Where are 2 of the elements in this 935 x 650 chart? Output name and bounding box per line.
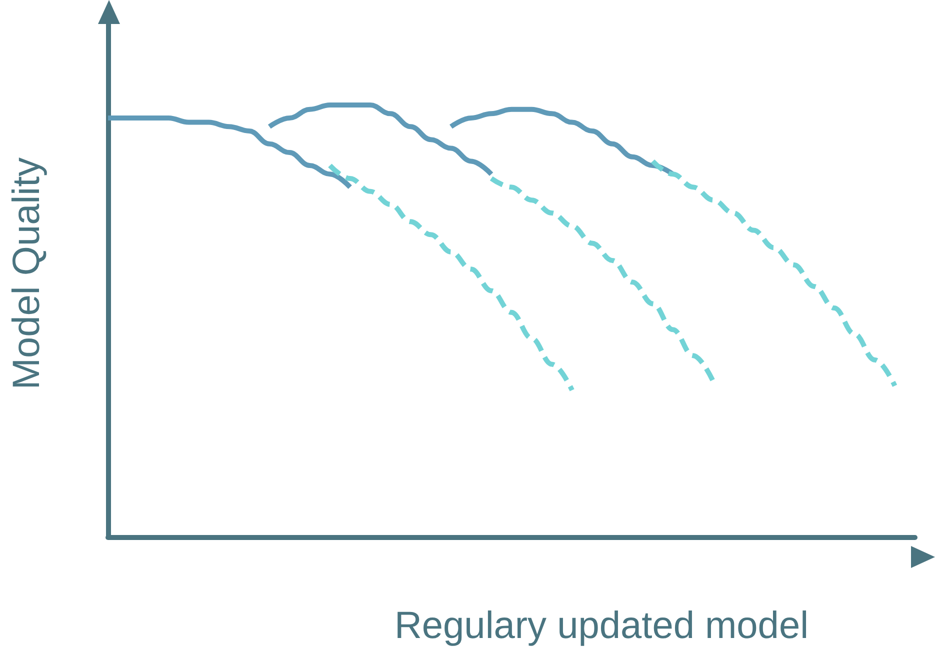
y-axis-title: Model Quality: [6, 157, 48, 390]
x-axis-title: Regulary updated model: [394, 605, 809, 647]
